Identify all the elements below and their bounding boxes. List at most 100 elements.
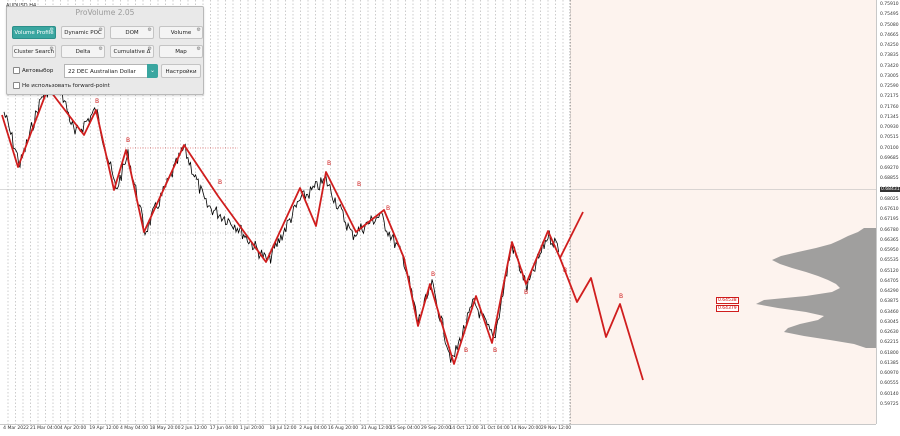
time-tick-label: 2 Aug 04:00 — [299, 426, 327, 431]
wave-label: B — [524, 289, 528, 296]
panel-button-volume[interactable]: Volume ⚙ — [159, 26, 203, 39]
forecast-zone — [570, 0, 876, 424]
wave-label: B — [327, 160, 331, 167]
price-tick-label: 0.62215 — [880, 340, 899, 346]
current-price-label: 0.68431 — [880, 186, 900, 192]
wave-label: B — [619, 293, 623, 300]
contract-select[interactable]: 22 DEC Australian Dollar — [64, 64, 148, 78]
wave-line — [1, 87, 584, 365]
provolume-panel[interactable]: ProVolume 2.05 Volume Profile ⚙ Dynamic PO… — [6, 6, 204, 95]
forward-point-checkbox[interactable]: Не использовать forward-point — [13, 82, 110, 89]
autoselect-label: Автовыбор — [22, 68, 54, 74]
gear-icon[interactable]: ⚙ — [147, 46, 152, 52]
panel-button-volume-profile[interactable]: Volume Profile ⚙ — [12, 26, 56, 39]
time-tick-label: 14 Oct 12:00 — [449, 426, 479, 431]
volume-profile — [756, 228, 876, 348]
panel-title: ProVolume 2.05 — [75, 8, 135, 17]
time-tick-label: 31 Oct 04:00 — [480, 426, 510, 431]
price-tick-label: 0.71345 — [880, 114, 899, 120]
time-tick-label: 21 Mar 04:00 — [29, 426, 61, 431]
autoselect-checkbox[interactable]: Автовыбор — [13, 67, 53, 74]
wave-label: B — [431, 271, 435, 278]
settings-button[interactable]: Настройки — [161, 64, 201, 78]
wave-label: B — [493, 347, 497, 354]
price-tick-label: 0.74665 — [880, 32, 899, 38]
panel-button-label: Delta — [75, 49, 91, 55]
wave-label: B — [218, 179, 222, 186]
price-tick-label: 0.65950 — [880, 248, 899, 253]
panel-button-dynamic-poc[interactable]: Dynamic POC ⚙ — [61, 26, 105, 39]
time-tick-label: 17 Jun 04:00 — [209, 426, 239, 431]
panel-button-delta[interactable]: Delta ⚙ — [61, 45, 105, 58]
time-axis[interactable]: 4 Mar 2022 21 Mar 04:00 4 Apr 20:00 19 Apr … — [0, 424, 876, 436]
price-level-label: 0.64538 — [716, 297, 739, 304]
price-tick-label: 0.64290 — [880, 289, 899, 294]
panel-button-label: Map — [175, 49, 187, 55]
panel-button-label: Cluster Search — [13, 49, 55, 55]
price-tick-label: 0.72175 — [880, 94, 899, 100]
gear-icon[interactable]: ⚙ — [196, 46, 201, 52]
price-tick-label: 0.63460 — [880, 309, 899, 315]
forecast-wave-line — [559, 257, 644, 381]
panel-button-cumulative[interactable]: Cumulative Δ ⚙ — [110, 45, 154, 58]
price-tick-label: 0.73005 — [880, 73, 899, 79]
panel-button-label: Cumulative Δ — [113, 49, 151, 55]
wave-label: B — [95, 98, 99, 105]
price-tick-label: 0.70100 — [880, 145, 899, 151]
time-tick-label: 19 Apr 12:00 — [89, 426, 119, 431]
price-tick-label: 0.66780 — [880, 227, 899, 233]
price-tick-label: 0.70930 — [880, 125, 899, 130]
price-tick-label: 0.63875 — [880, 299, 899, 305]
panel-button-cluster-search[interactable]: Cluster Search ⚙ — [12, 45, 56, 58]
wave-label: B — [386, 205, 390, 212]
time-tick-label: 2 Jun 12:00 — [181, 426, 207, 431]
price-scale[interactable]: 0.75910 0.75495 0.75080 0.74665 0.74250 0.738… — [876, 0, 900, 424]
checkbox-icon[interactable] — [13, 67, 20, 74]
price-tick-label: 0.60970 — [880, 371, 899, 376]
price-tick-label: 0.69685 — [880, 155, 899, 161]
time-tick-label: 31 Aug 12:00 — [360, 426, 392, 431]
checkbox-icon[interactable] — [13, 82, 20, 89]
gear-icon[interactable]: ⚙ — [98, 46, 103, 52]
price-tick-label: 0.73420 — [880, 63, 899, 69]
price-tick-label: 0.68855 — [880, 176, 899, 182]
panel-button-map[interactable]: Map ⚙ — [159, 45, 203, 58]
time-tick-label: 18 May 20:00 — [149, 426, 181, 431]
price-tick-label: 0.67195 — [880, 217, 899, 223]
wave-label: B — [126, 137, 130, 144]
price-tick-label: 0.67610 — [880, 207, 899, 212]
price-tick-label: 0.68025 — [880, 196, 899, 202]
price-level-label: 0.64379 — [716, 305, 739, 312]
price-tick-label: 0.75495 — [880, 12, 899, 18]
price-tick-label: 0.61385 — [880, 360, 899, 366]
gear-icon[interactable]: ⚙ — [147, 27, 152, 33]
price-tick-label: 0.73835 — [880, 53, 899, 59]
price-tick-label: 0.63045 — [880, 319, 899, 325]
time-tick-label: 1 Jul 20:00 — [239, 426, 265, 431]
time-tick-label: 14 Nov 20:00 — [510, 426, 542, 431]
wave-label: B — [563, 267, 567, 274]
chevron-down-icon[interactable]: ⌄ — [147, 64, 158, 78]
gear-icon[interactable]: ⚙ — [196, 27, 201, 33]
price-series — [3, 77, 560, 363]
price-tick-label: 0.65535 — [880, 258, 899, 264]
time-tick-label: 29 Sep 20:00 — [420, 426, 452, 431]
wave-label: B — [357, 181, 361, 188]
price-tick-label: 0.65120 — [880, 268, 899, 274]
gear-icon[interactable]: ⚙ — [49, 27, 54, 33]
panel-button-label: Dynamic POC — [64, 30, 102, 36]
price-tick-label: 0.62630 — [880, 330, 899, 335]
panel-button-label: Volume — [170, 30, 192, 36]
time-tick-label: 4 Apr 20:00 — [59, 426, 87, 431]
gear-icon[interactable]: ⚙ — [98, 27, 103, 33]
time-tick-label: 18 Jul 12:00 — [269, 426, 297, 431]
price-tick-label: 0.60140 — [880, 391, 899, 397]
time-tick-label: 4 Mar 2022 — [3, 426, 29, 431]
time-tick-label: 16 Aug 20:00 — [327, 426, 359, 431]
wave-label: B — [464, 347, 468, 354]
price-tick-label: 0.64705 — [880, 278, 899, 284]
gear-icon[interactable]: ⚙ — [49, 46, 54, 52]
price-tick-label: 0.66365 — [880, 237, 899, 243]
panel-button-dom[interactable]: DOM ⚙ — [110, 26, 154, 39]
